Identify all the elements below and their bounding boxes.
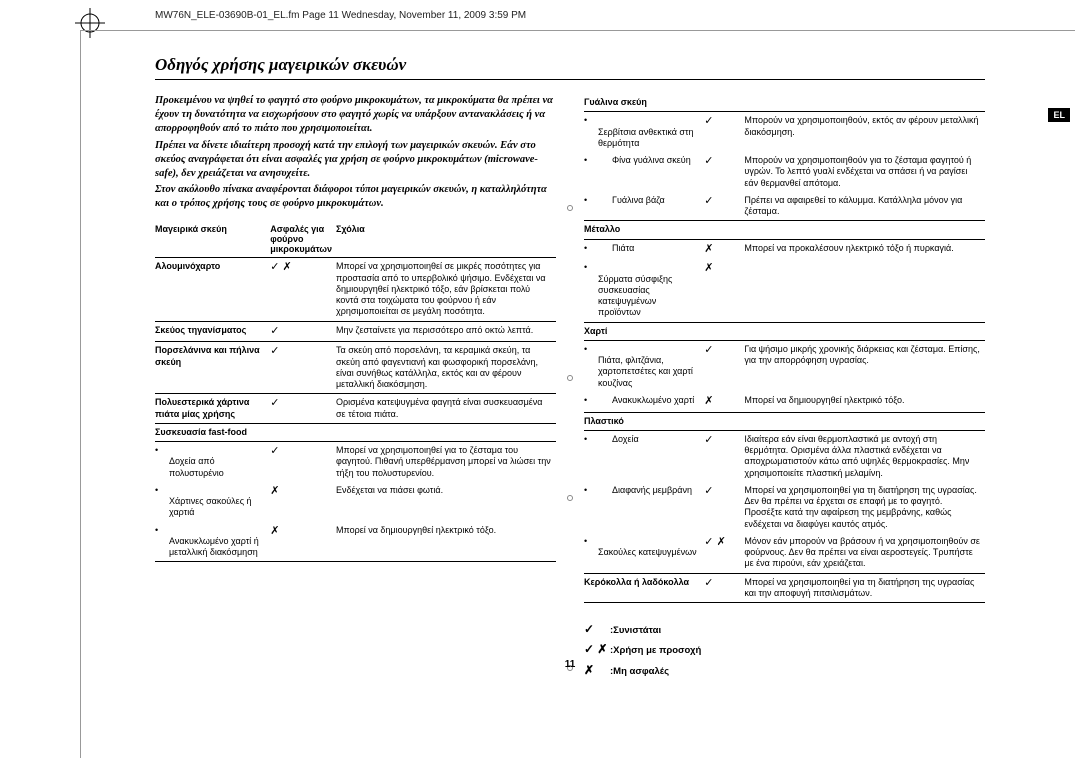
table-row: Πορσελάνινα και πήλινα σκεύη bbox=[155, 342, 270, 394]
table-row: •Ανακυκλωμένο χαρτί ή μεταλλική διακόσμη… bbox=[155, 522, 270, 562]
binder-hole bbox=[567, 205, 573, 211]
right-column: Γυάλινα σκεύη•Σερβίτσια ανθεκτικά στη θε… bbox=[584, 94, 985, 680]
table-row: •Δοχεία bbox=[584, 430, 704, 482]
mark-icon: ✓ bbox=[704, 192, 744, 221]
table-comment: Μπορεί να δημιουργηθεί ηλεκτρικό τόξο. bbox=[744, 392, 985, 412]
th-comments: Σχόλια bbox=[336, 221, 556, 258]
mark-icon: ✓ bbox=[704, 340, 744, 392]
table-comment: Μόνον εάν μπορούν να βράσουν ή να χρησιμ… bbox=[744, 533, 985, 573]
section-heading: Συσκευασία fast-food bbox=[155, 423, 556, 441]
page-title: Οδηγός χρήσης μαγειρικών σκευών bbox=[155, 55, 985, 80]
table-row: •Σακούλες κατεψυγμένων bbox=[584, 533, 704, 573]
page-number: 11 bbox=[155, 659, 985, 670]
table-row: •Σερβίτσια ανθεκτικά στη θερμότητα bbox=[584, 112, 704, 152]
mark-icon: ✓ bbox=[270, 321, 336, 342]
mark-icon: ✓ ✗ bbox=[270, 258, 336, 321]
legend-yes-icon: ✓ bbox=[584, 619, 610, 639]
mark-icon: ✗ bbox=[704, 259, 744, 322]
table-comment: Μπορεί να χρησιμοποιηθεί για τη διατήρησ… bbox=[744, 482, 985, 533]
table-comment: Μπορεί να δημιουργηθεί ηλεκτρικό τόξο. bbox=[336, 522, 556, 562]
mark-icon: ✓ bbox=[270, 394, 336, 424]
mark-icon: ✗ bbox=[270, 482, 336, 522]
mark-icon: ✗ bbox=[270, 522, 336, 562]
mark-icon: ✓ bbox=[704, 152, 744, 192]
intro-p2: Πρέπει να δίνετε ιδιαίτερη προσοχή κατά … bbox=[155, 139, 556, 182]
section-heading: Μέταλλο bbox=[584, 221, 985, 239]
table-comment: Μπορεί να χρησιμοποιηθεί σε μικρές ποσότ… bbox=[336, 258, 556, 321]
th-safe: Ασφαλές για φούρνο μικροκυμάτων bbox=[270, 221, 336, 258]
table-comment: Τα σκεύη από πορσελάνη, τα κεραμικά σκεύ… bbox=[336, 342, 556, 394]
table-row: Πολυεστερικά χάρτινα πιάτα μίας χρήσης bbox=[155, 394, 270, 424]
table-row: •Σύρματα σύσφιξης συσκευασίας κατεψυγμέν… bbox=[584, 259, 704, 322]
intro-text: Προκειμένου να ψηθεί το φαγητό στο φούρν… bbox=[155, 94, 556, 211]
mark-icon: ✓ bbox=[704, 430, 744, 482]
intro-p1: Προκειμένου να ψηθεί το φαγητό στο φούρν… bbox=[155, 94, 556, 137]
table-row: •Πιάτα bbox=[584, 239, 704, 259]
header-file-path: MW76N_ELE-03690B-01_EL.fm Page 11 Wednes… bbox=[155, 10, 526, 21]
legend: ✓:Συνιστάται ✓ ✗:Χρήση με προσοχή ✗:Μη α… bbox=[584, 619, 985, 680]
table-comment: Ενδέχεται να πιάσει φωτιά. bbox=[336, 482, 556, 522]
table-row: •Δοχεία από πολυστυρένιο bbox=[155, 442, 270, 482]
table-comment: Μπορεί να χρησιμοποιηθεί για τη διατήρησ… bbox=[744, 573, 985, 603]
mark-icon: ✓ bbox=[270, 342, 336, 394]
table-comment: Πρέπει να αφαιρεθεί το κάλυμμα. Κατάλληλ… bbox=[744, 192, 985, 221]
binder-hole bbox=[567, 375, 573, 381]
table-row: •Χάρτινες σακούλες ή χαρτιά bbox=[155, 482, 270, 522]
table-row: Σκεύος τηγανίσματος bbox=[155, 321, 270, 342]
intro-p3: Στον ακόλουθο πίνακα αναφέρονται διάφορο… bbox=[155, 183, 556, 211]
section-heading: Γυάλινα σκεύη bbox=[584, 94, 985, 112]
mark-icon: ✓ bbox=[704, 573, 744, 603]
table-comment: Μην ζεσταίνετε για περισσότερο από οκτώ … bbox=[336, 321, 556, 342]
left-column: Προκειμένου να ψηθεί το φαγητό στο φούρν… bbox=[155, 94, 556, 680]
legend-caution-icon: ✓ ✗ bbox=[584, 639, 610, 659]
table-comment: Μπορούν να χρησιμοποιηθούν, εκτός αν φέρ… bbox=[744, 112, 985, 152]
mark-icon: ✓ ✗ bbox=[704, 533, 744, 573]
table-comment: Για ψήσιμο μικρής χρονικής διάρκειας και… bbox=[744, 340, 985, 392]
table-row: Αλουμινόχαρτο bbox=[155, 258, 270, 321]
language-badge: EL bbox=[1048, 108, 1070, 122]
cookware-table-left: Μαγειρικά σκεύη Ασφαλές για φούρνο μικρο… bbox=[155, 221, 556, 562]
table-comment: Μπορεί να χρησιμοποιηθεί για το ζέσταμα … bbox=[336, 442, 556, 482]
table-row: •Πιάτα, φλιτζάνια, χαρτοπετσέτες και χαρ… bbox=[584, 340, 704, 392]
table-comment: Ορισμένα κατεψυγμένα φαγητά είναι συσκευ… bbox=[336, 394, 556, 424]
page-content: Οδηγός χρήσης μαγειρικών σκευών Προκειμέ… bbox=[155, 55, 985, 680]
section-heading: Χαρτί bbox=[584, 322, 985, 340]
table-comment: Ιδιαίτερα εάν είναι θερμοπλαστικά με αντ… bbox=[744, 430, 985, 482]
table-row: •Ανακυκλωμένο χαρτί bbox=[584, 392, 704, 412]
table-comment bbox=[744, 259, 985, 322]
legend-caution-label: :Χρήση με προσοχή bbox=[610, 645, 701, 656]
mark-icon: ✗ bbox=[704, 239, 744, 259]
binder-hole bbox=[567, 495, 573, 501]
th-cookware: Μαγειρικά σκεύη bbox=[155, 221, 270, 258]
table-row: •Διαφανής μεμβράνη bbox=[584, 482, 704, 533]
cookware-table-right: Γυάλινα σκεύη•Σερβίτσια ανθεκτικά στη θε… bbox=[584, 94, 985, 603]
table-comment: Μπορούν να χρησιμοποιηθούν για το ζέσταμ… bbox=[744, 152, 985, 192]
table-row: Κερόκολλα ή λαδόκολλα bbox=[584, 573, 704, 603]
table-row: •Φίνα γυάλινα σκεύη bbox=[584, 152, 704, 192]
mark-icon: ✓ bbox=[704, 112, 744, 152]
table-row: •Γυάλινα βάζα bbox=[584, 192, 704, 221]
mark-icon: ✓ bbox=[704, 482, 744, 533]
table-comment: Μπορεί να προκαλέσουν ηλεκτρικό τόξο ή π… bbox=[744, 239, 985, 259]
mark-icon: ✓ bbox=[270, 442, 336, 482]
legend-yes-label: :Συνιστάται bbox=[610, 625, 661, 636]
section-heading: Πλαστικό bbox=[584, 412, 985, 430]
mark-icon: ✗ bbox=[704, 392, 744, 412]
